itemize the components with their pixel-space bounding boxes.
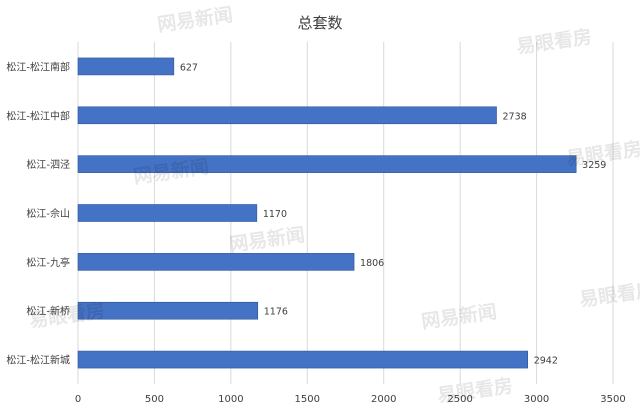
x-tick-label: 1000	[218, 394, 243, 405]
value-label: 2738	[503, 111, 527, 122]
bars	[77, 57, 577, 369]
value-labels: 627 2738 3259 1170 1806 1176 2942	[180, 62, 607, 366]
x-tick-labels: 0 500 1000 1500 2000 2500 3000 3500	[75, 394, 626, 405]
x-tick-label: 1500	[295, 394, 320, 405]
category-label: 松江-泗泾	[26, 158, 70, 171]
watermark: 网易新闻	[228, 223, 306, 256]
bar	[77, 155, 577, 173]
bar	[77, 301, 259, 320]
bar	[77, 204, 258, 222]
category-label: 松江-佘山	[26, 207, 70, 220]
watermark: 网易新闻	[420, 300, 498, 333]
value-label: 1170	[263, 209, 287, 220]
value-label: 627	[180, 62, 198, 73]
watermark: 易眼看房	[28, 299, 106, 332]
category-label: 松江-松江新城	[6, 354, 70, 367]
x-tick-label: 500	[145, 394, 164, 405]
watermark: 易眼看房	[565, 137, 640, 170]
value-label: 1806	[360, 258, 384, 269]
category-label: 松江-九亭	[26, 256, 70, 269]
category-label: 松江-松江南部	[6, 60, 70, 73]
category-label: 松江-松江中部	[6, 109, 70, 122]
watermark: 网易新闻	[156, 3, 234, 36]
x-tick-label: 3000	[524, 394, 549, 405]
watermark: 易眼看房	[515, 25, 593, 58]
value-label: 1176	[264, 307, 288, 318]
x-tick-label: 2000	[371, 394, 396, 405]
bar	[77, 350, 529, 369]
x-tick-label: 0	[75, 394, 81, 405]
value-label: 2942	[534, 356, 558, 367]
x-tick-label: 2500	[447, 394, 472, 405]
bar	[77, 57, 175, 76]
watermark: 易眼看房	[436, 374, 514, 407]
bar	[77, 253, 355, 271]
bar	[77, 106, 497, 125]
value-label: 3259	[582, 160, 606, 171]
x-tick-label: 3500	[600, 394, 625, 405]
chart-title: 总套数	[297, 14, 342, 32]
watermark: 易眼看房	[578, 278, 640, 311]
category-label: 松江-新桥	[26, 305, 70, 318]
category-labels: 松江-松江南部松江-松江中部松江-泗泾松江-佘山松江-九亭松江-新桥松江-松江新…	[6, 60, 70, 366]
